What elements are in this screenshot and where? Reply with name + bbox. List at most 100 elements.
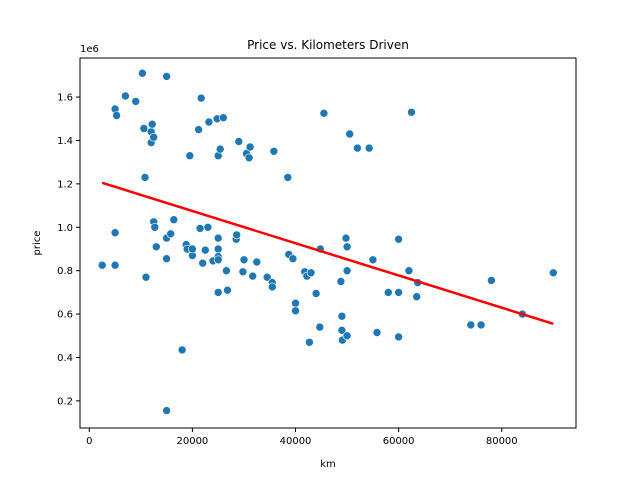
data-point bbox=[198, 258, 207, 268]
data-point bbox=[466, 320, 476, 330]
x-axis: 0 20000 40000 60000 80000 bbox=[86, 428, 518, 447]
data-point bbox=[194, 125, 203, 134]
data-point bbox=[487, 276, 496, 285]
data-point bbox=[244, 153, 254, 163]
data-point bbox=[195, 224, 205, 233]
data-point bbox=[213, 288, 223, 297]
data-point bbox=[337, 325, 347, 335]
data-point bbox=[162, 72, 171, 81]
data-point bbox=[342, 266, 352, 276]
data-point bbox=[139, 124, 149, 133]
data-point bbox=[341, 233, 351, 243]
data-point bbox=[383, 288, 393, 297]
data-point bbox=[234, 137, 244, 146]
data-point bbox=[319, 109, 329, 118]
y-tick-label: 0.2 bbox=[57, 396, 73, 407]
points-layer bbox=[97, 68, 558, 415]
data-point bbox=[407, 108, 416, 117]
data-point bbox=[548, 268, 558, 278]
x-tick-label: 60000 bbox=[383, 436, 415, 447]
data-point bbox=[169, 215, 179, 224]
data-point bbox=[121, 91, 130, 101]
data-point bbox=[283, 173, 293, 182]
data-point bbox=[213, 255, 223, 265]
data-point bbox=[336, 277, 346, 286]
x-tick-label: 20000 bbox=[176, 436, 208, 447]
data-point bbox=[188, 244, 197, 254]
data-point bbox=[394, 288, 403, 297]
data-point bbox=[476, 320, 486, 330]
data-point bbox=[149, 132, 158, 142]
data-point bbox=[252, 257, 262, 267]
data-point bbox=[291, 298, 300, 308]
y-axis: 0.2 0.4 0.6 0.8 1.0 1.2 1.4 1.6 bbox=[57, 93, 80, 407]
data-point bbox=[345, 129, 355, 139]
data-point bbox=[394, 332, 403, 342]
trend-line-layer bbox=[101, 181, 554, 326]
data-point bbox=[162, 406, 171, 415]
data-point bbox=[140, 173, 150, 182]
y-axis-offset-label: 1e6 bbox=[80, 44, 99, 55]
data-point bbox=[112, 111, 121, 120]
x-tick-label: 40000 bbox=[280, 436, 312, 447]
data-point bbox=[372, 328, 382, 337]
data-point bbox=[238, 267, 248, 277]
y-tick-label: 1.2 bbox=[57, 179, 73, 190]
data-point bbox=[162, 254, 171, 264]
x-tick-label: 80000 bbox=[486, 436, 518, 447]
data-point bbox=[269, 147, 279, 156]
data-point bbox=[394, 234, 403, 244]
data-point bbox=[342, 242, 352, 252]
data-point bbox=[177, 345, 187, 355]
data-point bbox=[291, 306, 300, 316]
y-tick-label: 0.8 bbox=[57, 266, 73, 277]
data-point bbox=[404, 266, 414, 276]
data-point bbox=[288, 254, 298, 264]
chart-title: Price vs. Kilometers Driven bbox=[247, 38, 409, 52]
data-point bbox=[342, 331, 352, 341]
y-tick-label: 0.6 bbox=[57, 310, 73, 321]
data-point bbox=[337, 311, 347, 321]
data-point bbox=[185, 151, 195, 160]
data-point bbox=[239, 255, 249, 265]
data-point bbox=[110, 260, 120, 270]
x-tick-label: 0 bbox=[86, 436, 92, 447]
data-point bbox=[245, 142, 255, 152]
y-tick-label: 0.4 bbox=[57, 353, 73, 364]
data-point bbox=[315, 322, 325, 332]
data-point bbox=[152, 242, 161, 252]
data-point bbox=[138, 68, 147, 78]
data-point bbox=[223, 285, 232, 295]
data-point bbox=[215, 144, 225, 154]
data-point bbox=[213, 244, 223, 254]
data-point bbox=[353, 143, 362, 153]
data-point bbox=[213, 233, 223, 243]
data-point bbox=[305, 337, 314, 347]
data-point bbox=[147, 119, 157, 129]
data-point bbox=[131, 97, 140, 106]
data-point bbox=[166, 229, 175, 239]
data-point bbox=[368, 255, 378, 265]
plot-frame bbox=[79, 57, 577, 429]
data-point bbox=[262, 272, 272, 282]
data-point bbox=[110, 228, 120, 237]
data-point bbox=[219, 113, 228, 122]
y-axis-label: price bbox=[32, 231, 43, 256]
data-point bbox=[232, 230, 241, 240]
data-point bbox=[306, 268, 316, 278]
data-point bbox=[150, 223, 160, 232]
data-point bbox=[222, 266, 231, 276]
y-tick-label: 1.4 bbox=[57, 136, 73, 147]
trend-line bbox=[101, 181, 554, 326]
data-point bbox=[248, 271, 257, 281]
data-point bbox=[311, 289, 321, 298]
data-point bbox=[203, 223, 213, 232]
data-point bbox=[201, 245, 210, 255]
y-tick-label: 1.0 bbox=[57, 223, 73, 234]
data-point bbox=[364, 143, 374, 153]
y-tick-label: 1.6 bbox=[57, 93, 73, 104]
data-point bbox=[267, 282, 277, 292]
x-axis-label: km bbox=[320, 459, 336, 470]
